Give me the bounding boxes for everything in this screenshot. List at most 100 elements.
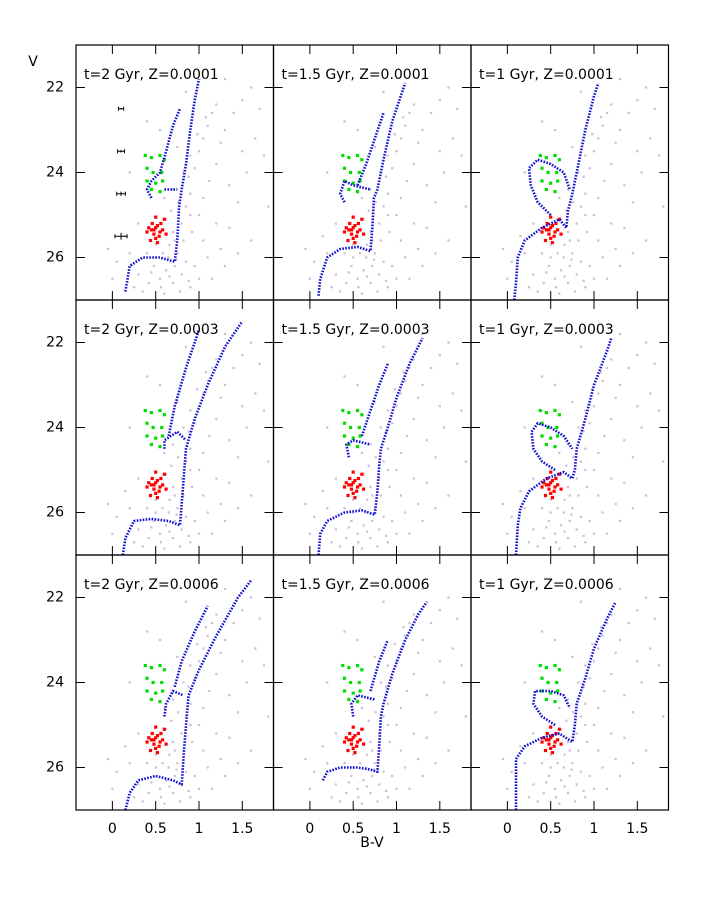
- field-star: [180, 273, 183, 276]
- red-star: [351, 236, 355, 240]
- field-star: [219, 396, 222, 399]
- field-star: [568, 749, 571, 752]
- field-star: [313, 770, 316, 773]
- red-star: [347, 483, 351, 487]
- red-star: [351, 226, 355, 230]
- x-tick-label: 1: [590, 821, 599, 837]
- field-star: [412, 672, 415, 676]
- field-star: [451, 647, 454, 650]
- field-star: [236, 507, 240, 510]
- green-star: [149, 697, 153, 702]
- field-star: [158, 277, 162, 280]
- field-star: [399, 137, 402, 140]
- field-star: [588, 519, 591, 523]
- field-star: [379, 749, 383, 752]
- field-star: [193, 167, 196, 170]
- green-star: [553, 663, 557, 668]
- red-star: [353, 224, 357, 228]
- red-star: [145, 740, 149, 744]
- isochrone: [124, 78, 201, 292]
- field-star: [365, 498, 369, 501]
- panel-frame: [272, 299, 472, 556]
- red-star: [152, 487, 156, 491]
- field-star: [176, 400, 179, 404]
- field-star: [330, 286, 333, 289]
- field-star: [365, 766, 368, 769]
- green-star: [556, 179, 560, 183]
- field-star: [385, 534, 388, 537]
- field-star: [334, 783, 337, 786]
- field-star: [568, 519, 571, 523]
- field-star: [347, 271, 350, 274]
- field-star: [184, 205, 188, 208]
- field-star: [386, 192, 389, 195]
- field-star: [425, 481, 428, 484]
- field-star: [438, 405, 441, 408]
- field-star: [360, 802, 363, 805]
- field-star: [386, 409, 389, 412]
- field-star: [362, 218, 365, 221]
- field-star: [176, 145, 179, 149]
- field-star: [219, 757, 222, 761]
- field-star: [573, 545, 577, 548]
- field-star: [565, 464, 568, 467]
- field-star: [395, 660, 398, 663]
- field-star: [573, 290, 577, 293]
- field-star: [124, 490, 127, 493]
- field-star: [417, 396, 420, 399]
- field-star: [532, 783, 535, 786]
- field-star: [568, 264, 571, 268]
- y-axis-label: V: [28, 54, 38, 70]
- red-star: [349, 738, 354, 742]
- field-star: [115, 515, 118, 518]
- field-star: [584, 154, 587, 157]
- field-star: [369, 281, 372, 285]
- field-star: [605, 787, 609, 790]
- red-star: [152, 483, 156, 487]
- field-star: [527, 796, 531, 799]
- green-star: [342, 689, 347, 693]
- x-tick-label: 1.5: [231, 821, 253, 837]
- field-star: [610, 672, 613, 676]
- green-star: [549, 436, 553, 440]
- red-star: [155, 241, 160, 245]
- field-star: [249, 341, 253, 344]
- green-star: [555, 425, 559, 430]
- field-star: [556, 252, 559, 255]
- field-star: [662, 205, 665, 208]
- field-star: [556, 762, 559, 765]
- field-star: [223, 77, 227, 81]
- field-star: [566, 230, 570, 234]
- field-star: [180, 732, 183, 735]
- field-star: [425, 184, 428, 187]
- field-star: [614, 247, 617, 251]
- field-star: [171, 485, 175, 489]
- field-star: [343, 507, 346, 510]
- green-star: [556, 434, 560, 438]
- plot-area: [106, 320, 270, 555]
- x-tick-label: 1: [195, 821, 204, 837]
- field-star: [362, 269, 365, 272]
- field-star: [196, 133, 199, 136]
- field-star: [313, 260, 316, 263]
- field-star: [447, 341, 450, 344]
- red-star: [150, 221, 154, 226]
- field-star: [519, 745, 522, 748]
- field-star: [393, 388, 396, 391]
- red-star: [164, 487, 168, 491]
- green-star: [358, 689, 362, 693]
- field-star: [362, 779, 365, 782]
- green-star: [154, 181, 158, 185]
- field-star: [350, 264, 353, 268]
- field-star: [206, 634, 209, 637]
- field-star: [592, 277, 596, 280]
- field-star: [177, 201, 180, 204]
- field-star: [614, 502, 617, 506]
- field-star: [180, 528, 183, 531]
- isochrone: [317, 337, 424, 555]
- field-star: [352, 753, 355, 756]
- red-star: [154, 491, 158, 495]
- field-star: [254, 647, 257, 650]
- field-star: [571, 655, 574, 659]
- field-star: [644, 341, 648, 344]
